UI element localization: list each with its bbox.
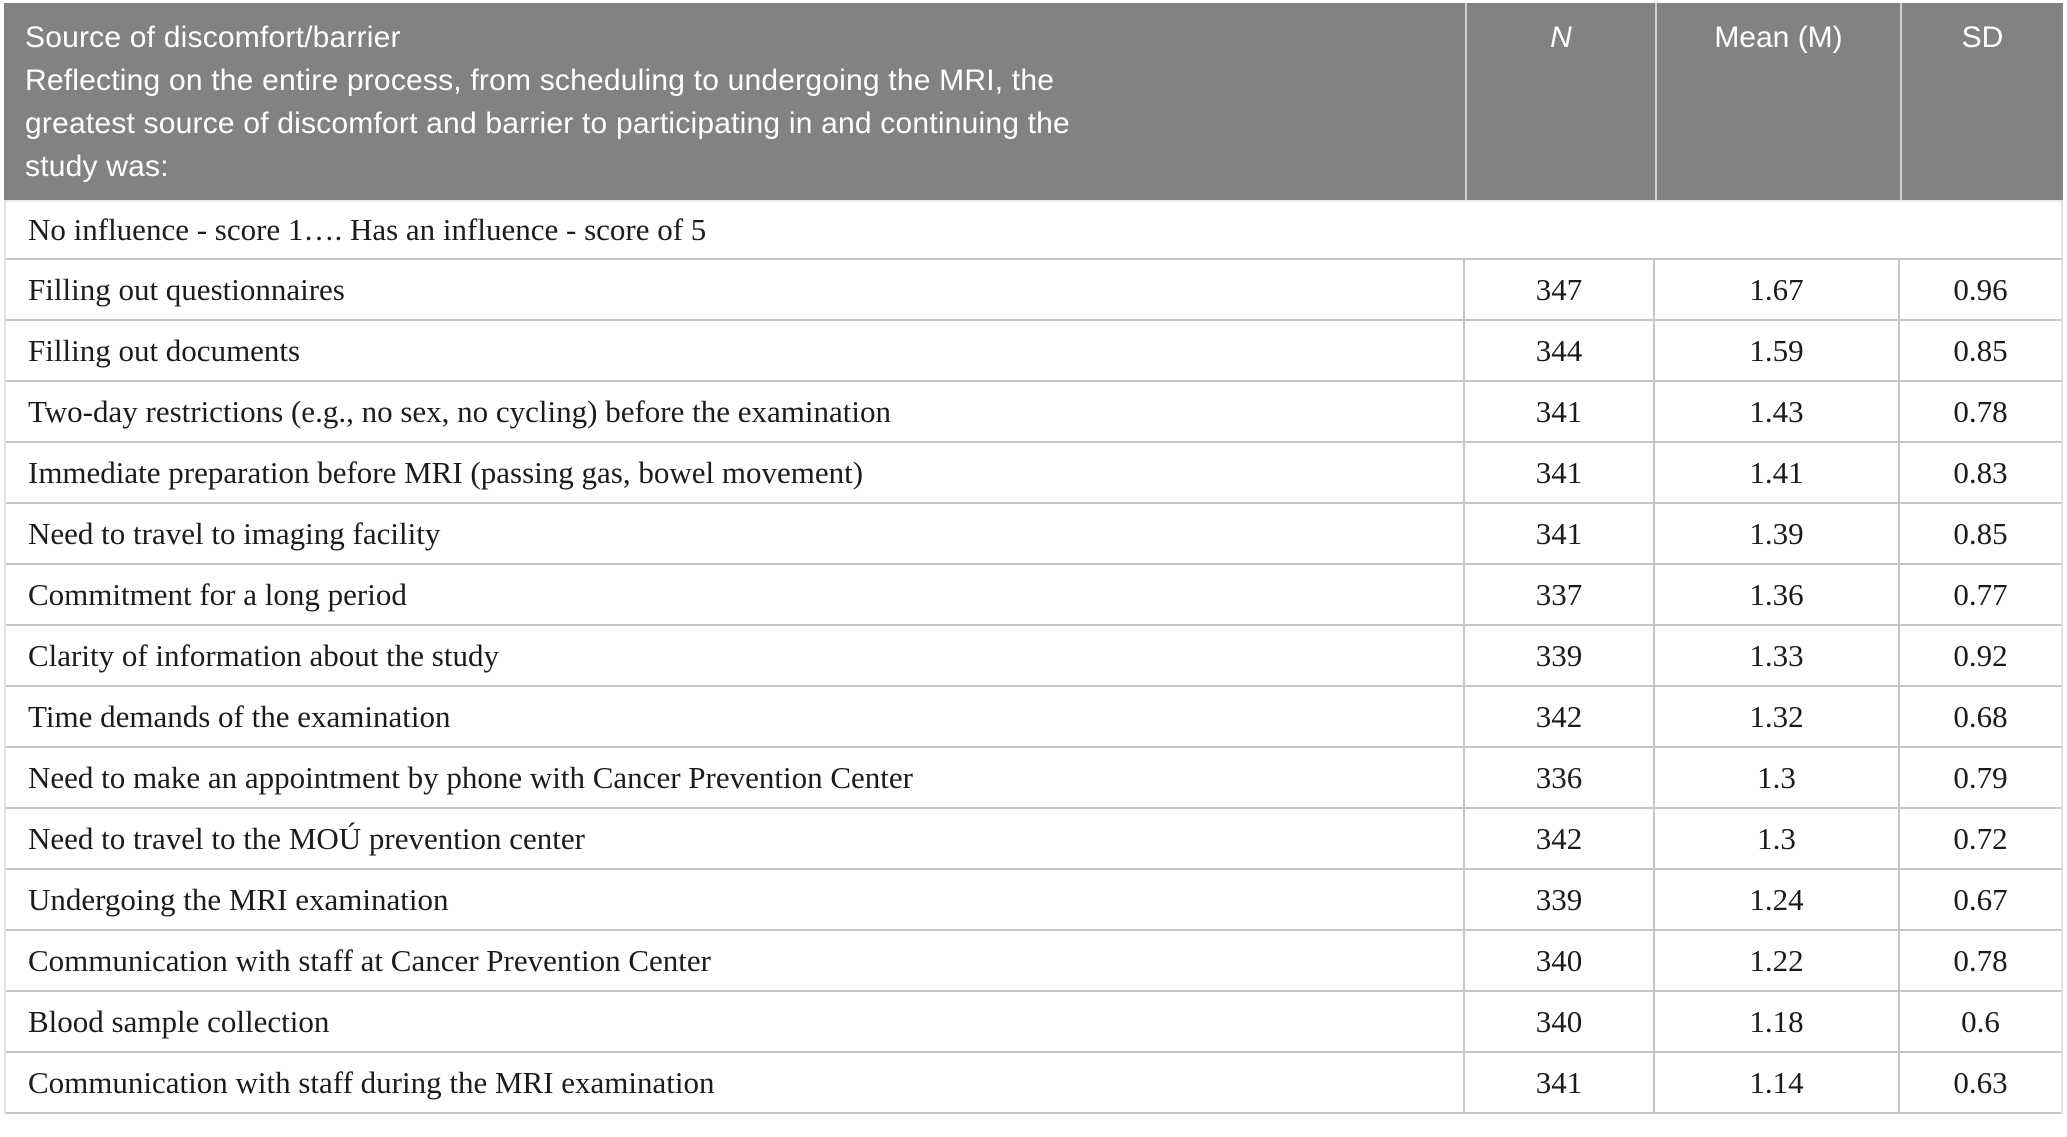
table-row: Need to travel to imaging facility 341 1… [6,504,2061,565]
table-row: Filling out questionnaires 347 1.67 0.96 [6,260,2061,321]
row-sd-cell: 0.78 [1898,382,2061,441]
row-sd-cell: 0.72 [1898,809,2061,868]
row-label-cell: Immediate preparation before MRI (passin… [28,454,864,490]
table-subtitle-line-3: study was: [25,150,169,183]
row-n-cell: 339 [1463,626,1653,685]
table-body: No influence - score 1…. Has an influenc… [4,200,2063,1114]
row-sd-cell: 0.77 [1898,565,2061,624]
row-mean-cell: 1.32 [1653,687,1898,746]
row-n-cell: 342 [1463,809,1653,868]
row-sd-cell: 0.6 [1898,992,2061,1051]
row-n-cell: 339 [1463,870,1653,929]
row-label-cell: Filling out questionnaires [28,271,345,307]
table-header-row: Source of discomfort/barrier Reflecting … [4,3,2063,200]
column-header-n: N [1465,3,1655,200]
table-subtitle-line-2: greatest source of discomfort and barrie… [25,107,1070,140]
table-title: Source of discomfort/barrier [25,21,401,54]
row-mean-cell: 1.41 [1653,443,1898,502]
row-mean-cell: 1.39 [1653,504,1898,563]
row-n-cell: 340 [1463,931,1653,990]
row-mean-cell: 1.36 [1653,565,1898,624]
table-row: Commitment for a long period 337 1.36 0.… [6,565,2061,626]
row-label-cell: Need to travel to the MOÚ prevention cen… [28,820,585,856]
row-label-cell: Need to travel to imaging facility [28,515,441,551]
row-sd-cell: 0.83 [1898,443,2061,502]
row-n-cell: 344 [1463,321,1653,380]
row-mean-cell: 1.3 [1653,748,1898,807]
row-sd-cell: 0.78 [1898,931,2061,990]
table-row: Clarity of information about the study 3… [6,626,2061,687]
row-n-cell: 336 [1463,748,1653,807]
row-n-cell: 337 [1463,565,1653,624]
row-mean-cell: 1.22 [1653,931,1898,990]
discomfort-barrier-table: Source of discomfort/barrier Reflecting … [4,3,2063,1114]
table-row: Filling out documents 344 1.59 0.85 [6,321,2061,382]
table-row: Two-day restrictions (e.g., no sex, no c… [6,382,2061,443]
table-row: Immediate preparation before MRI (passin… [6,443,2061,504]
column-header-sd: SD [1900,3,2063,200]
scale-note-text: No influence - score 1…. Has an influenc… [28,212,707,247]
row-label-cell: Commitment for a long period [28,576,407,612]
row-mean-cell: 1.24 [1653,870,1898,929]
row-mean-cell: 1.43 [1653,382,1898,441]
table-header-main-cell: Source of discomfort/barrier Reflecting … [4,3,1465,200]
row-n-cell: 341 [1463,1053,1653,1112]
table-row: Undergoing the MRI examination 339 1.24 … [6,870,2061,931]
row-sd-cell: 0.96 [1898,260,2061,319]
table-rows-container: Filling out questionnaires 347 1.67 0.96… [6,260,2061,1114]
column-header-mean: Mean (M) [1655,3,1900,200]
row-n-cell: 341 [1463,504,1653,563]
table-row: Need to make an appointment by phone wit… [6,748,2061,809]
table-row: Communication with staff at Cancer Preve… [6,931,2061,992]
row-label-cell: Undergoing the MRI examination [28,881,449,917]
row-label-cell: Blood sample collection [28,1003,330,1039]
table-row: Need to travel to the MOÚ prevention cen… [6,809,2061,870]
row-mean-cell: 1.14 [1653,1053,1898,1112]
row-label-cell: Communication with staff at Cancer Preve… [28,942,711,978]
row-n-cell: 341 [1463,382,1653,441]
row-label-cell: Filling out documents [28,332,301,368]
row-mean-cell: 1.18 [1653,992,1898,1051]
row-n-cell: 342 [1463,687,1653,746]
row-sd-cell: 0.85 [1898,321,2061,380]
row-mean-cell: 1.3 [1653,809,1898,868]
row-label-cell: Need to make an appointment by phone wit… [28,759,913,795]
row-mean-cell: 1.33 [1653,626,1898,685]
row-n-cell: 347 [1463,260,1653,319]
row-sd-cell: 0.68 [1898,687,2061,746]
table-row: Communication with staff during the MRI … [6,1053,2061,1114]
row-mean-cell: 1.67 [1653,260,1898,319]
table-row: Blood sample collection 340 1.18 0.6 [6,992,2061,1053]
row-label-cell: Clarity of information about the study [28,637,499,673]
row-label-cell: Communication with staff during the MRI … [28,1064,715,1100]
row-sd-cell: 0.67 [1898,870,2061,929]
row-sd-cell: 0.79 [1898,748,2061,807]
row-label-cell: Time demands of the examination [28,698,451,734]
row-label-cell: Two-day restrictions (e.g., no sex, no c… [28,393,891,429]
table-row: Time demands of the examination 342 1.32… [6,687,2061,748]
row-mean-cell: 1.59 [1653,321,1898,380]
table-subtitle-line-1: Reflecting on the entire process, from s… [25,64,1055,97]
row-sd-cell: 0.63 [1898,1053,2061,1112]
row-sd-cell: 0.85 [1898,504,2061,563]
scale-note-row: No influence - score 1…. Has an influenc… [6,200,2061,260]
row-sd-cell: 0.92 [1898,626,2061,685]
row-n-cell: 340 [1463,992,1653,1051]
row-n-cell: 341 [1463,443,1653,502]
